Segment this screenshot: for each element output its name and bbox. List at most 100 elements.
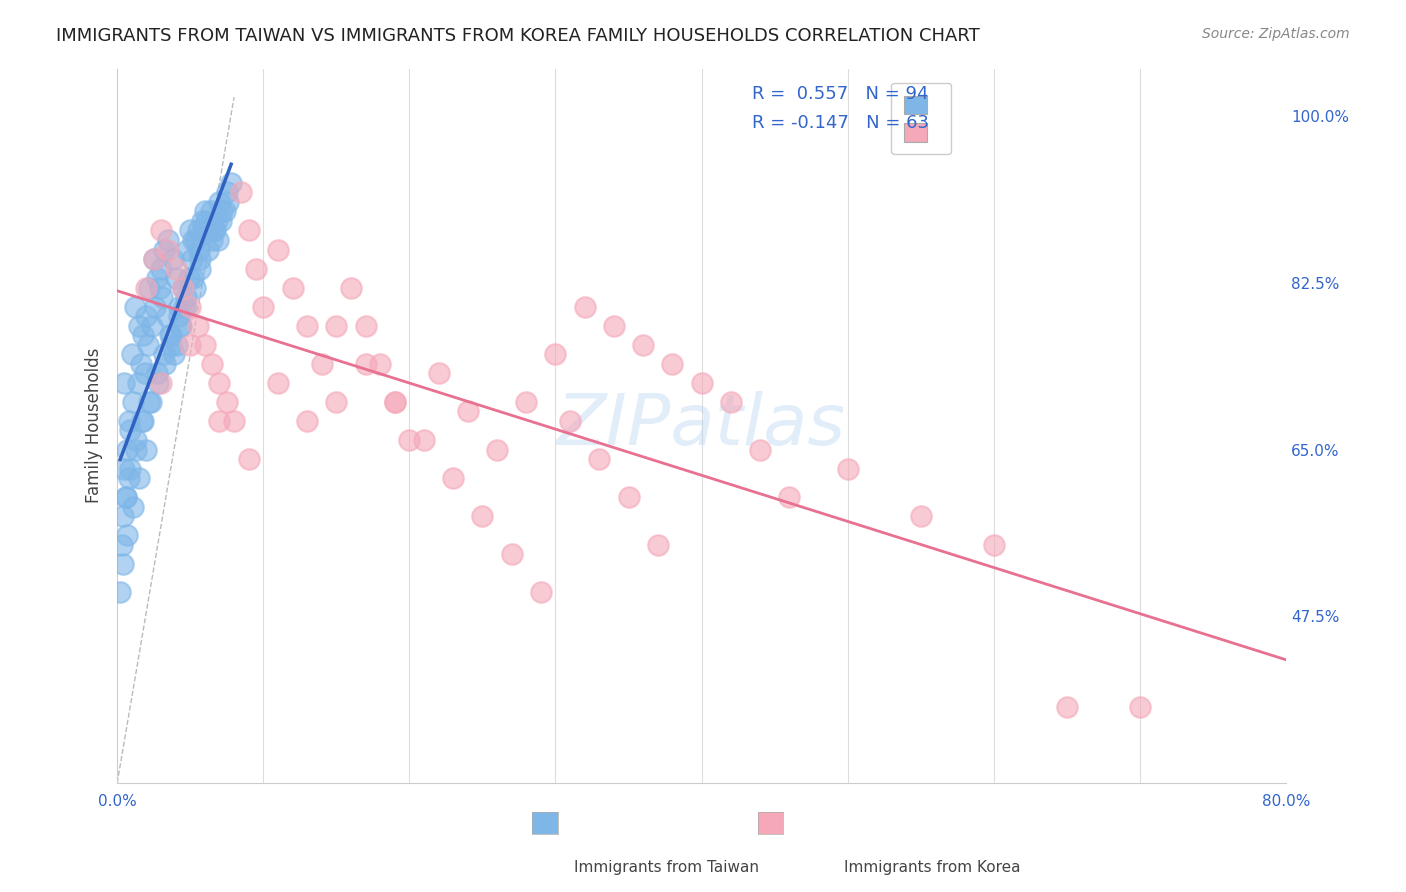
Point	[208, 414, 231, 428]
Text: R =  0.557   N = 94: R = 0.557 N = 94	[752, 85, 929, 103]
Point	[145, 367, 167, 381]
Point	[186, 223, 208, 237]
Point	[398, 433, 420, 447]
Point	[122, 500, 145, 514]
Point	[112, 557, 135, 571]
Point	[544, 347, 567, 361]
Y-axis label: Family Households: Family Households	[86, 348, 103, 503]
Point	[204, 223, 226, 237]
Point	[183, 280, 205, 294]
Point	[131, 414, 153, 428]
Point	[136, 338, 159, 352]
Point	[217, 194, 239, 209]
Point	[179, 300, 201, 314]
Point	[501, 547, 523, 561]
Point	[150, 223, 173, 237]
Point	[201, 233, 224, 247]
Point	[172, 280, 194, 294]
Point	[647, 538, 669, 552]
Point	[219, 176, 242, 190]
Point	[142, 252, 165, 266]
Text: IMMIGRANTS FROM TAIWAN VS IMMIGRANTS FROM KOREA FAMILY HOUSEHOLDS CORRELATION CH: IMMIGRANTS FROM TAIWAN VS IMMIGRANTS FRO…	[56, 27, 980, 45]
Point	[427, 367, 450, 381]
Point	[132, 328, 155, 343]
Point	[165, 271, 187, 285]
Point	[231, 186, 253, 200]
Point	[184, 233, 207, 247]
Point	[115, 490, 138, 504]
Point	[295, 318, 318, 333]
Point	[195, 214, 218, 228]
Point	[193, 223, 215, 237]
Point	[1129, 699, 1152, 714]
Point	[174, 290, 197, 304]
Point	[165, 261, 187, 276]
Text: Immigrants from Taiwan: Immigrants from Taiwan	[574, 860, 759, 874]
Point	[281, 280, 304, 294]
Point	[837, 461, 859, 475]
Point	[617, 490, 640, 504]
Point	[118, 471, 141, 485]
Point	[170, 318, 193, 333]
Point	[125, 433, 148, 447]
Point	[134, 367, 156, 381]
Point	[354, 357, 377, 371]
Point	[118, 414, 141, 428]
Point	[125, 442, 148, 457]
Point	[179, 338, 201, 352]
Point	[778, 490, 800, 504]
Point	[145, 271, 167, 285]
Point	[191, 214, 214, 228]
Point	[177, 271, 200, 285]
Point	[115, 490, 138, 504]
Point	[152, 290, 174, 304]
Point	[486, 442, 509, 457]
Point	[167, 300, 190, 314]
Point	[135, 309, 157, 323]
Point	[661, 357, 683, 371]
Point	[530, 585, 553, 599]
Point	[186, 318, 208, 333]
Point	[354, 318, 377, 333]
Point	[588, 452, 610, 467]
Point	[181, 233, 204, 247]
Text: Source: ZipAtlas.com: Source: ZipAtlas.com	[1202, 27, 1350, 41]
Point	[110, 538, 132, 552]
Point	[238, 223, 260, 237]
Point	[603, 318, 626, 333]
Point	[690, 376, 713, 390]
Point	[160, 328, 183, 343]
Point	[179, 223, 201, 237]
Point	[163, 347, 186, 361]
Point	[138, 395, 160, 409]
Point	[215, 395, 238, 409]
Point	[188, 243, 211, 257]
Point	[141, 318, 163, 333]
Point	[160, 338, 183, 352]
Point	[112, 509, 135, 524]
Point	[166, 338, 188, 352]
Point	[128, 471, 150, 485]
Point	[215, 186, 238, 200]
Point	[197, 243, 219, 257]
Point	[238, 452, 260, 467]
Point	[295, 414, 318, 428]
Point	[150, 261, 173, 276]
Point	[180, 252, 202, 266]
Point	[132, 414, 155, 428]
Point	[157, 243, 180, 257]
Point	[205, 214, 228, 228]
Point	[181, 271, 204, 285]
Point	[207, 233, 229, 247]
Point	[720, 395, 742, 409]
Point	[121, 347, 143, 361]
Point	[135, 442, 157, 457]
Point	[208, 376, 231, 390]
Point	[340, 280, 363, 294]
Point	[198, 223, 221, 237]
Point	[159, 328, 181, 343]
Point	[120, 461, 142, 475]
Point	[169, 318, 191, 333]
Text: ZIPatlas: ZIPatlas	[557, 392, 846, 460]
Point	[108, 585, 131, 599]
